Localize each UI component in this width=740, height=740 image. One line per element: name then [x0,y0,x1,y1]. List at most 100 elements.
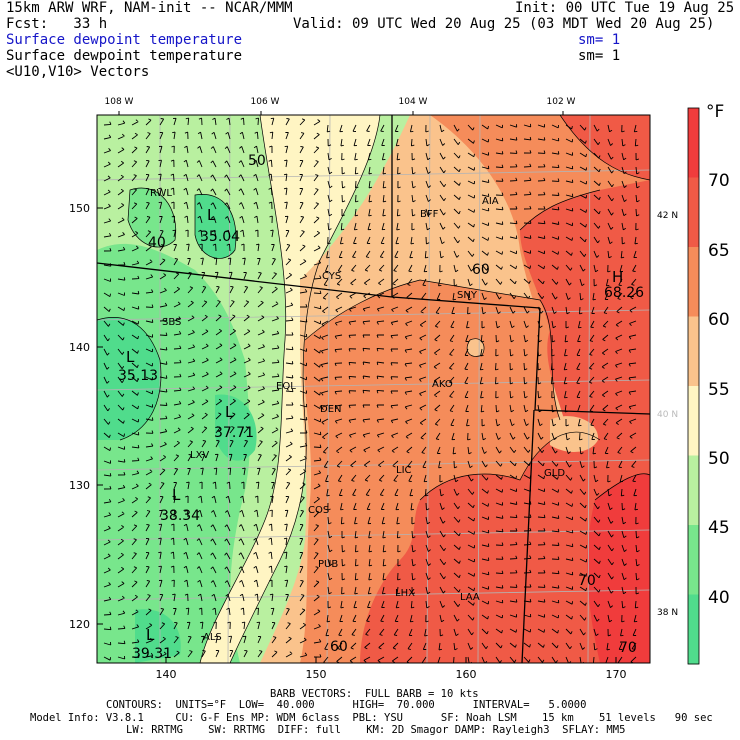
station-rwl: RWL [150,188,172,199]
contour-value-labels: 50 40 60 70 70 60 [148,153,637,656]
map-panel: RWL BFF AIA CYS SNY SBS EQL AKO DEN LXV … [97,115,650,663]
x-label-150: 150 [306,668,327,681]
colorbar-swatch [688,108,699,178]
contour-label-3: 60 [472,262,490,278]
colorbar-labels: 70 65 60 55 50 45 40 [708,171,730,608]
y-label-150: 150 [69,202,90,215]
colorbar-label-65: 65 [708,241,730,261]
station-labels: RWL BFF AIA CYS SNY SBS EQL AKO DEN LXV … [150,188,565,643]
right-latitude-labels: 42 N 40 N 38 N [657,211,678,618]
ne-ks-border [534,307,650,415]
fill-low-3504 [195,194,236,259]
extrema-labels: L 35.04 H 68.26 L 35.13 L 37.71 L 38.34 … [118,206,644,662]
extremum-kind-3: L [126,348,135,366]
colorbar-swatch [688,247,699,317]
colorbar-swatches [688,108,699,665]
contour-label-2: 40 [148,235,166,251]
y-label-120: 120 [69,618,90,631]
station-pub: PUB [318,559,338,570]
forecast-hour: Fcst: 33 h [6,16,108,32]
wind-barbs [103,117,640,663]
colorbar-unit: °F [706,102,724,122]
station-cys: CYS [322,271,341,282]
field2-name: Surface dewpoint temperature [6,48,243,64]
station-bff: BFF [420,209,439,220]
colorbar-label-45: 45 [708,518,730,538]
ne-co-border [391,296,541,309]
colorbar-swatch [688,386,699,456]
fill-above-70-se [587,473,650,663]
extremum-value-6: 39.31 [132,646,172,662]
colorbar-swatch [688,177,699,248]
lat-label-38n: 38 N [657,608,678,618]
lat-label-40n: 40 N [657,410,678,420]
x-label-140: 140 [156,668,177,681]
station-lic: LIC [396,465,412,476]
station-aia: AIA [482,196,499,207]
colorbar-swatch [688,455,699,526]
extremum-kind-5: L [172,486,181,504]
x-label-160: 160 [456,668,477,681]
fill-below-40-sw [97,317,161,440]
wy-co-border [97,262,393,298]
init-time: Init: 00 UTC Tue 19 Aug 25 [515,0,735,16]
state-boundaries [97,115,650,663]
map-frame [96,114,651,664]
valid-time: Valid: 09 UTC Wed 20 Aug 25 (03 MDT Wed … [293,16,715,32]
top-longitude-labels: 108 W 106 W 104 W 102 W [105,97,576,107]
colorbar-swatch [688,316,699,387]
station-sny: SNY [457,290,478,301]
lon-label-106w: 106 W [251,97,280,107]
station-gld: GLD [544,468,565,479]
vectors-label: <U10,V10> Vectors [6,64,150,80]
station-cos: COS [308,505,329,516]
y-label-130: 130 [69,479,90,492]
lon-label-108w: 108 W [105,97,134,107]
station-sbs: SBS [162,317,181,328]
field1-name: Surface dewpoint temperature [6,32,243,48]
contours-info: CONTOURS: UNITS=°F LOW= 40.000 HIGH= 70.… [106,699,587,711]
y-label-140: 140 [69,341,90,354]
colorbar-label-70: 70 [708,171,730,191]
model-title: 15km ARW WRF, NAM-init -- NCAR/MMM [6,0,293,16]
colorbar-label-40: 40 [708,588,730,608]
wind-barb-field [103,117,640,663]
colorbar-frame [687,107,700,665]
extremum-kind-1: L [207,206,216,224]
extremum-kind-2: H [612,268,623,286]
co-ks-border [521,409,535,663]
model-physics: LW: RRTMG SW: RRTMG DIFF: full KM: 2D Sm… [126,724,626,736]
fill-rwl-low [128,188,176,248]
contour-label-1: 50 [248,153,266,169]
fill-65-70-top [560,115,650,180]
colorbar-label-60: 60 [708,310,730,330]
station-als: ALS [203,632,222,643]
barb-vectors-note: BARB VECTORS: FULL BARB = 10 kts [270,688,479,700]
fill-50-55 [200,115,380,663]
fill-low-3931 [135,609,181,663]
extremum-value-3: 35.13 [118,368,158,384]
contour-label-6: 60 [330,639,348,655]
station-ako: AKO [432,379,453,390]
fill-hole-ako [467,338,485,357]
axis-ticks [97,111,617,663]
station-den: DEN [320,404,342,415]
x-label-170: 170 [606,668,627,681]
left-y-labels: 150 140 130 120 [69,202,90,631]
colorbar-label-55: 55 [708,380,730,400]
station-eql: EQL [276,381,296,392]
field1-smoothing: sm= 1 [578,32,621,48]
extremum-value-5: 38.34 [160,508,200,524]
contour-label-4: 70 [578,573,596,589]
contour-label-5: 70 [619,640,637,656]
extremum-value-2: 68.26 [604,285,644,301]
model-info: Model Info: V3.8.1 CU: G-F Ens MP: WDM 6… [30,712,713,724]
lon-label-102w: 102 W [547,97,576,107]
colorbar: °F 70 65 60 55 50 45 40 [687,102,730,665]
station-lxv: LXV [190,450,209,461]
extremum-kind-4: L [225,403,234,421]
bottom-x-labels: 140 150 160 170 [156,668,627,681]
extremum-kind-6: L [146,626,155,644]
field2-smoothing: sm= 1 [578,48,621,64]
